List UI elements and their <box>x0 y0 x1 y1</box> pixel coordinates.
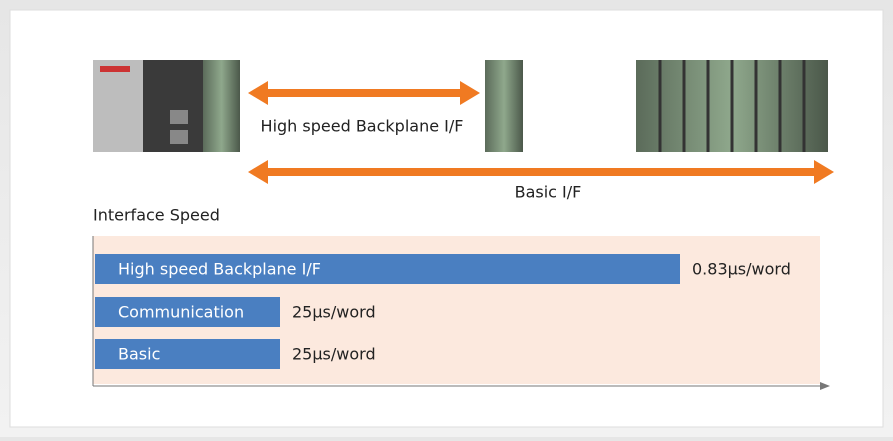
bar-label: Communication <box>118 303 244 322</box>
io-module <box>485 60 523 152</box>
speed-value: 25μs/word <box>292 345 376 364</box>
rows: High speed Backplane I/F 0.83μs/word Commu… <box>95 254 791 369</box>
speed-bar <box>95 339 280 369</box>
top-link-label: High speed Backplane I/F <box>261 117 464 136</box>
top-arrow <box>248 81 480 105</box>
bottom-arrow <box>248 160 834 184</box>
bottom-link-label: Basic I/F <box>515 183 582 202</box>
io-rack <box>636 60 828 152</box>
bar-label: Basic <box>118 345 160 364</box>
bar-label: High speed Backplane I/F <box>118 260 321 279</box>
speed-bar <box>95 297 280 327</box>
speed-value: 0.83μs/word <box>692 260 791 279</box>
cpu-device <box>93 60 240 152</box>
speed-title: Interface Speed <box>93 206 220 225</box>
speed-value: 25μs/word <box>292 303 376 322</box>
axis-arrow <box>820 382 830 390</box>
speed-bar <box>95 254 680 284</box>
